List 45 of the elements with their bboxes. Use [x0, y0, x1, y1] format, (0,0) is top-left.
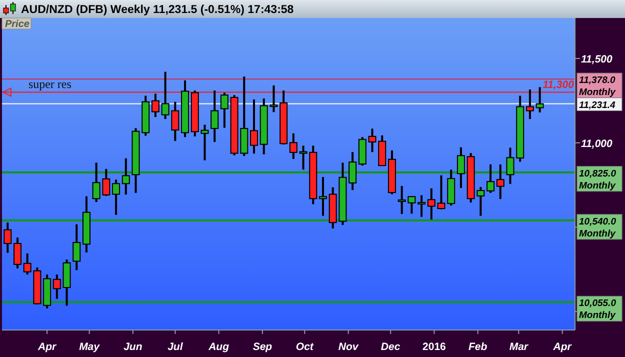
candlestick: [456, 146, 465, 189]
candlestick: [496, 163, 504, 200]
annotation: super res: [28, 77, 72, 92]
candlestick: [348, 151, 357, 192]
x-tick-label: Oct: [296, 341, 314, 353]
x-tick-label: Feb: [468, 341, 488, 353]
x-tick-label: May: [79, 341, 101, 353]
candlestick: [122, 157, 130, 196]
candlestick: [4, 222, 12, 254]
ref-line-label: 11,231.4: [579, 100, 616, 111]
y-tick-label: 11,000: [581, 138, 612, 150]
candlestick: [151, 92, 160, 118]
candlestick: [250, 98, 258, 155]
candlestick: [13, 236, 22, 270]
ref-line-label: 10,540.0 Monthly: [579, 216, 617, 240]
x-tick-label: Jun: [124, 341, 142, 353]
y-tick-label: 11,500: [581, 53, 612, 66]
x-tick-label: Sep: [252, 341, 273, 353]
candlestick: [536, 86, 544, 114]
y-axis-title: Price: [5, 19, 30, 30]
candlestick: [526, 88, 534, 120]
candlestick: [418, 194, 426, 218]
chart-title: AUD/NZD (DFB) Weekly 11,231.5 (-0.51%) 17:43:58: [21, 4, 294, 16]
ref-line-label: 10,055.0 Monthly: [579, 298, 617, 322]
candlestick: [289, 132, 298, 160]
x-tick-label: Jul: [168, 341, 184, 353]
candlestick: [506, 146, 514, 185]
x-tick-label: Nov: [338, 341, 360, 353]
annotation: 11,300: [542, 79, 574, 92]
ref-line-label: 11,378.0 Monthly: [579, 75, 616, 98]
candlestick: [318, 176, 327, 217]
candlestick: [427, 187, 436, 221]
candlestick: [486, 163, 495, 194]
candlestick: [210, 90, 219, 143]
ref-line-label: 10,825.0 Monthly: [579, 168, 617, 192]
candlestick: [72, 223, 81, 272]
x-tick-label: Dec: [380, 341, 400, 353]
x-tick-label: Aug: [208, 341, 230, 353]
x-tick-label: Mar: [509, 341, 529, 353]
candlestick: [220, 92, 228, 129]
candlestick: [112, 178, 120, 216]
x-tick-label: 2016: [422, 341, 446, 353]
x-tick-label: Apr: [552, 341, 572, 353]
x-tick-label: Apr: [37, 341, 57, 353]
candlestick: [52, 274, 61, 300]
